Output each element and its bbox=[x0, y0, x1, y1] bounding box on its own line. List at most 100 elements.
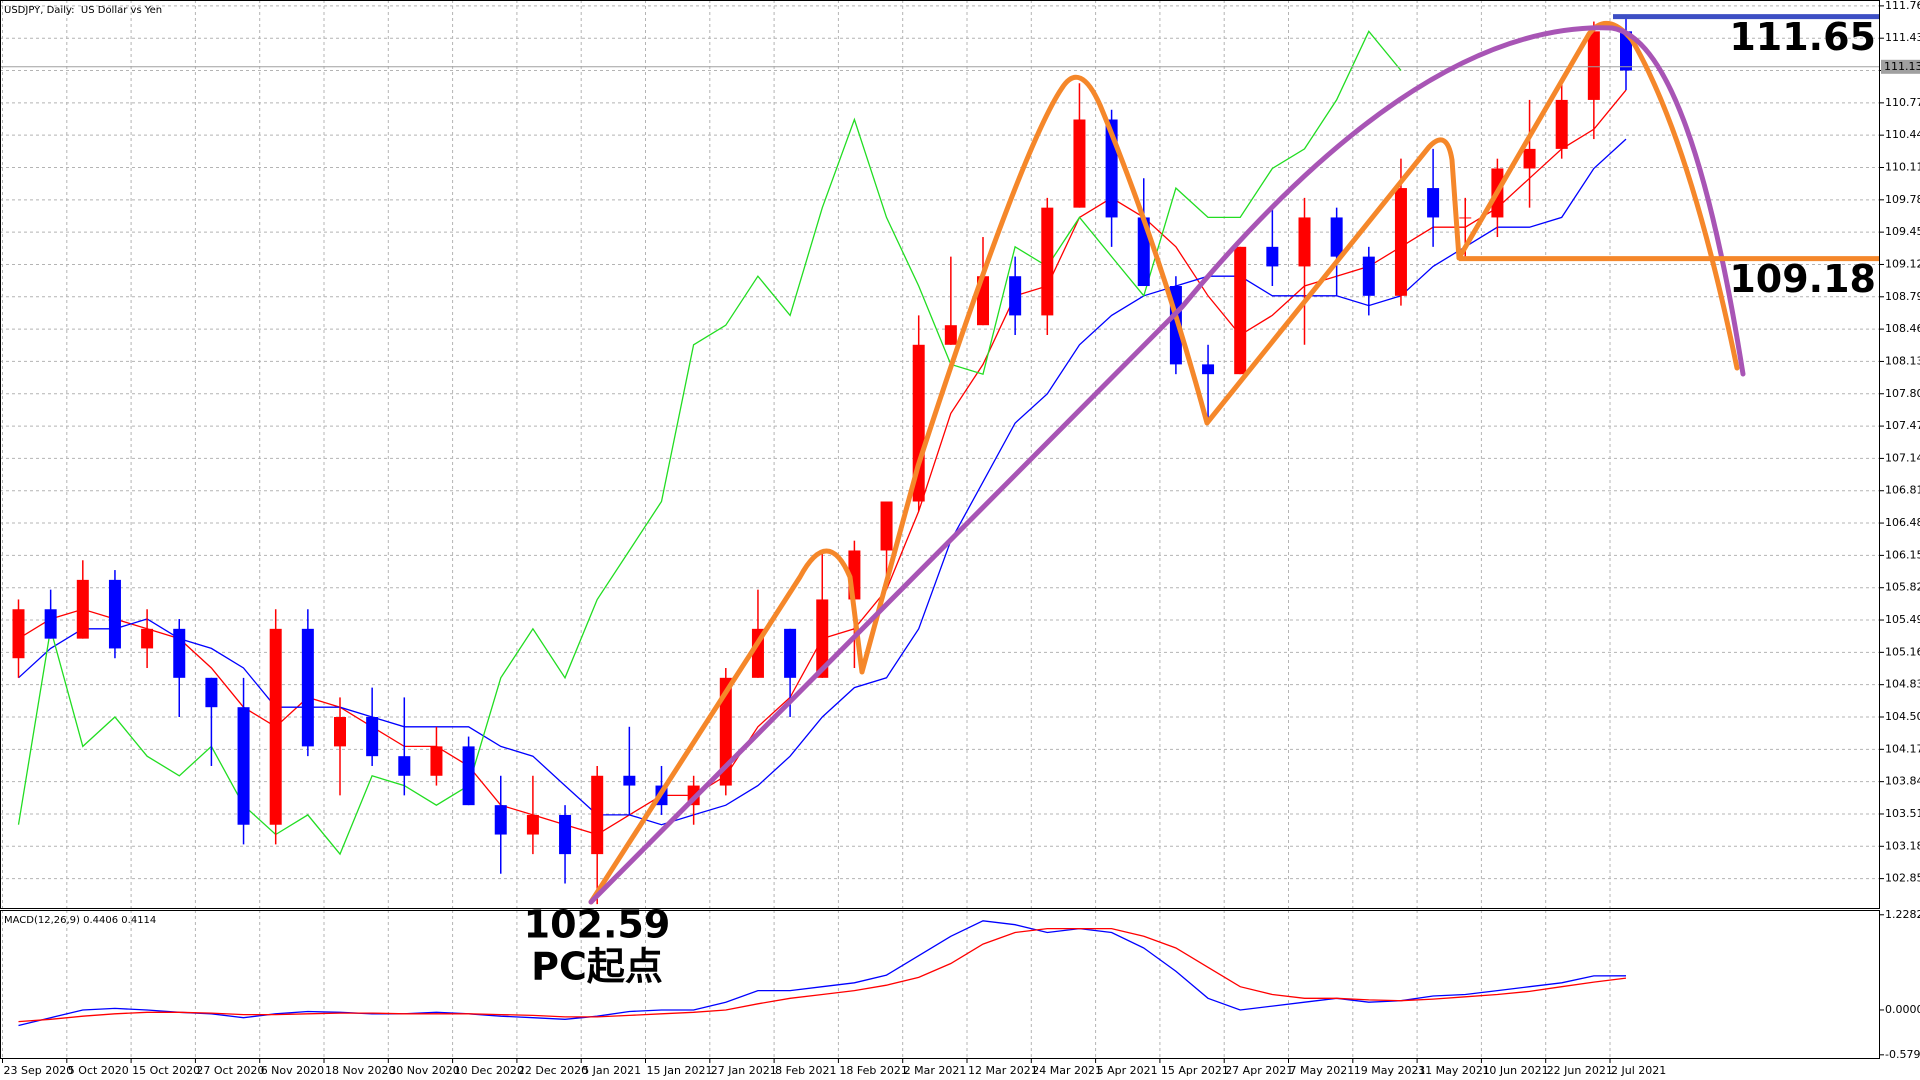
macd-title: MACD(12,26,9) 0.4406 0.4114 bbox=[4, 915, 156, 926]
candle-body bbox=[366, 716, 379, 757]
y-tick-label: -0.5790 bbox=[1885, 1048, 1920, 1061]
plot bbox=[0, 16, 1880, 1027]
x-tick-label: 5 Oct 2020 bbox=[68, 1064, 129, 1077]
y-tick-label: 110.770 bbox=[1885, 96, 1920, 109]
y-tick-label: 104.500 bbox=[1885, 710, 1920, 723]
y-tick-label: 108.790 bbox=[1885, 290, 1920, 303]
y-tick-label: 109.120 bbox=[1885, 257, 1920, 270]
macd-line bbox=[18, 920, 1627, 1027]
x-tick-label: 31 May 2021 bbox=[1418, 1064, 1490, 1077]
candle-body bbox=[784, 628, 797, 678]
y-tick-label: 103.840 bbox=[1885, 775, 1920, 788]
candle-body bbox=[462, 746, 475, 806]
candle-body bbox=[1394, 188, 1407, 296]
x-tick-label: 19 May 2021 bbox=[1354, 1064, 1426, 1077]
y-tick-label: 111.760 bbox=[1885, 0, 1920, 12]
candle-body bbox=[1073, 119, 1086, 208]
candle-body bbox=[76, 579, 89, 639]
x-tick-label: 8 Feb 2021 bbox=[775, 1064, 836, 1077]
candle-body bbox=[1587, 31, 1600, 100]
macd-line bbox=[18, 927, 1627, 1023]
candle-body bbox=[1041, 207, 1054, 316]
y-tick-label: 102.850 bbox=[1885, 872, 1920, 885]
price-label: 111.138 bbox=[1884, 60, 1920, 73]
candle-body bbox=[816, 599, 829, 678]
candle-body bbox=[719, 677, 732, 786]
x-tick-label: 27 Oct 2020 bbox=[196, 1064, 264, 1077]
candle-body bbox=[1555, 99, 1568, 149]
candle-body bbox=[1362, 256, 1375, 296]
candle-body bbox=[237, 707, 250, 825]
y-tick-label: 107.800 bbox=[1885, 387, 1920, 400]
candle-body bbox=[559, 814, 572, 855]
candle-body bbox=[526, 814, 539, 835]
y-tick-label: 103.510 bbox=[1885, 807, 1920, 820]
candle-body bbox=[1523, 148, 1536, 169]
chart-title: USDJPY, Daily: US Dollar vs Yen bbox=[4, 5, 162, 16]
x-tick-label: 2 Mar 2021 bbox=[904, 1064, 967, 1077]
candle-body bbox=[1266, 246, 1279, 267]
macd-frame bbox=[0, 910, 1880, 1059]
candle-body bbox=[623, 775, 636, 786]
level-label: 109.18 bbox=[1729, 257, 1876, 301]
x-tick-label: 12 Mar 2021 bbox=[968, 1064, 1038, 1077]
x-tick-label: 2 Jul 2021 bbox=[1611, 1064, 1666, 1077]
x-tick-label: 5 Apr 2021 bbox=[1097, 1064, 1158, 1077]
candle-body bbox=[12, 609, 25, 659]
candle-body bbox=[44, 609, 57, 639]
candle-body bbox=[301, 628, 314, 747]
y-tick-label: 1.2282 bbox=[1885, 908, 1920, 921]
x-tick-label: 10 Dec 2020 bbox=[454, 1064, 524, 1077]
candle-body bbox=[141, 628, 154, 649]
wave-drawing bbox=[1456, 21, 1740, 371]
x-tick-label: 27 Jan 2021 bbox=[711, 1064, 777, 1077]
x-tick-label: 24 Mar 2021 bbox=[1032, 1064, 1102, 1077]
y-tick-label: 108.460 bbox=[1885, 322, 1920, 335]
y-tick-label: 105.160 bbox=[1885, 645, 1920, 658]
candle-body bbox=[1427, 188, 1440, 218]
level-label: 102.59 bbox=[524, 903, 671, 947]
y-tick-label: 109.780 bbox=[1885, 193, 1920, 206]
y-tick-label: 110.110 bbox=[1885, 160, 1920, 173]
candle-body bbox=[205, 677, 218, 708]
x-tick-label: 22 Jun 2021 bbox=[1547, 1064, 1613, 1077]
main-frame bbox=[0, 0, 1880, 909]
candle-body bbox=[1620, 31, 1632, 71]
y-tick-label: 109.450 bbox=[1885, 225, 1920, 238]
x-tick-label: 22 Dec 2020 bbox=[518, 1064, 588, 1077]
x-tick-label: 15 Apr 2021 bbox=[1161, 1064, 1229, 1077]
level-label: 111.65 bbox=[1729, 15, 1876, 59]
x-tick-label: 23 Sep 2020 bbox=[4, 1064, 74, 1077]
y-tick-label: 107.470 bbox=[1885, 419, 1920, 432]
candle-body bbox=[1459, 217, 1472, 219]
candle-body bbox=[108, 579, 121, 649]
y-tick-label: 107.140 bbox=[1885, 451, 1920, 464]
candle-body bbox=[1234, 246, 1247, 375]
wave-drawing bbox=[588, 74, 1462, 905]
x-tick-label: 15 Jan 2021 bbox=[647, 1064, 713, 1077]
candle-body bbox=[1330, 217, 1343, 257]
candle-body bbox=[880, 501, 893, 551]
y-tick-label: 110.440 bbox=[1885, 128, 1920, 141]
y-tick-label: 111.430 bbox=[1885, 31, 1920, 44]
level-note: PC起点 bbox=[531, 945, 663, 989]
x-tick-label: 7 May 2021 bbox=[1290, 1064, 1355, 1077]
y-tick-label: 106.810 bbox=[1885, 484, 1920, 497]
x-tick-label: 10 Jun 2021 bbox=[1482, 1064, 1548, 1077]
candle-body bbox=[334, 716, 346, 747]
candle-body bbox=[591, 775, 604, 855]
candle-body bbox=[398, 756, 411, 776]
x-tick-label: 5 Jan 2021 bbox=[582, 1064, 641, 1077]
trend-drawing bbox=[588, 25, 1746, 905]
y-tick-label: 105.820 bbox=[1885, 581, 1920, 594]
y-tick-label: 104.170 bbox=[1885, 742, 1920, 755]
candle-body bbox=[269, 628, 282, 825]
x-tick-label: 30 Nov 2020 bbox=[389, 1064, 459, 1077]
candle-body bbox=[494, 805, 507, 835]
candle-body bbox=[1202, 364, 1215, 375]
candle-body bbox=[944, 325, 957, 345]
candle-body bbox=[173, 628, 186, 678]
